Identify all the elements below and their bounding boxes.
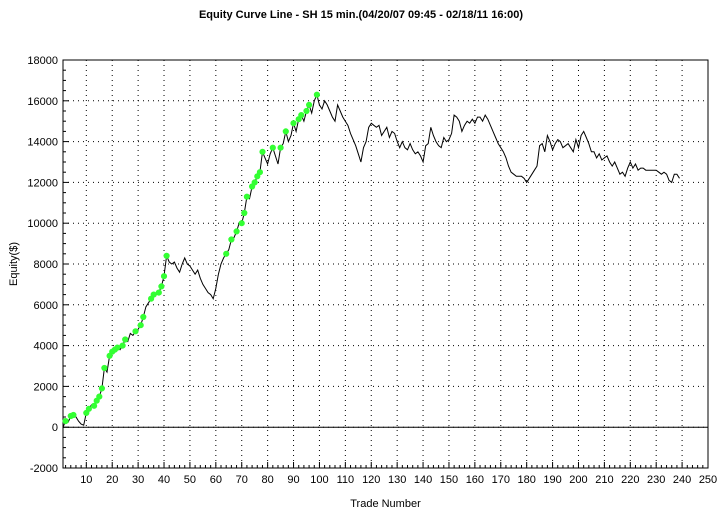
y-tick-label: 6000 bbox=[34, 300, 58, 312]
new-high-marker bbox=[114, 344, 121, 351]
x-tick-label: 220 bbox=[621, 474, 639, 486]
x-tick-label: 110 bbox=[337, 474, 355, 486]
y-axis-label: Equity($) bbox=[8, 242, 20, 286]
new-high-marker bbox=[98, 385, 106, 392]
x-tick-label: 30 bbox=[132, 474, 144, 486]
y-tick-label: 4000 bbox=[34, 341, 58, 353]
new-high-marker bbox=[62, 418, 69, 425]
y-tick-label: 10000 bbox=[27, 218, 58, 230]
new-high-marker bbox=[223, 250, 230, 257]
new-high-marker bbox=[233, 228, 240, 235]
new-high-marker bbox=[269, 144, 276, 151]
new-high-marker bbox=[96, 393, 103, 400]
new-high-marker bbox=[91, 402, 98, 409]
x-tick-label: 250 bbox=[699, 474, 717, 486]
new-high-markers bbox=[62, 91, 320, 425]
new-high-marker bbox=[140, 313, 147, 321]
x-axis-label: Trade Number bbox=[350, 498, 421, 510]
x-tick-label: 70 bbox=[236, 474, 248, 486]
x-tick-label: 80 bbox=[262, 474, 274, 486]
new-high-marker bbox=[306, 101, 313, 109]
y-tick-label: 2000 bbox=[34, 381, 58, 393]
new-high-marker bbox=[251, 179, 258, 186]
new-high-marker bbox=[256, 169, 263, 176]
y-tick-label: 16000 bbox=[27, 96, 58, 108]
x-tick-label: 50 bbox=[184, 474, 196, 486]
new-high-marker bbox=[243, 193, 250, 200]
chart-title: Equity Curve Line - SH 15 min.(04/20/07 … bbox=[198, 9, 524, 21]
x-tick-label: 130 bbox=[388, 474, 406, 486]
y-tick-label: 0 bbox=[52, 422, 58, 434]
new-high-marker bbox=[70, 411, 77, 419]
x-tick-label: 150 bbox=[440, 474, 458, 486]
new-high-marker bbox=[160, 273, 168, 280]
new-high-marker bbox=[303, 107, 310, 115]
new-high-marker bbox=[150, 291, 157, 298]
new-high-marker bbox=[298, 112, 305, 119]
x-tick-label: 40 bbox=[158, 474, 170, 486]
new-high-marker bbox=[259, 148, 266, 155]
new-high-marker bbox=[158, 283, 165, 290]
plot-frame bbox=[62, 59, 709, 469]
new-high-marker bbox=[101, 364, 108, 372]
x-tick-label: 190 bbox=[543, 474, 561, 486]
new-high-marker bbox=[277, 144, 284, 151]
x-tick-label: 90 bbox=[287, 474, 299, 486]
x-tick-label: 240 bbox=[673, 474, 691, 486]
new-high-marker bbox=[238, 220, 245, 227]
x-tick-label: 60 bbox=[210, 474, 222, 486]
x-tick-label: 20 bbox=[106, 474, 118, 486]
x-tick-label: 10 bbox=[80, 474, 92, 486]
x-tick-label: 120 bbox=[362, 474, 380, 486]
x-tick-label: 100 bbox=[310, 474, 328, 486]
x-tick-label: 210 bbox=[595, 474, 613, 486]
new-high-marker bbox=[290, 120, 297, 127]
x-tick-label: 200 bbox=[569, 474, 587, 486]
new-high-marker bbox=[137, 322, 144, 329]
x-tick-label: 170 bbox=[492, 474, 510, 486]
new-high-marker bbox=[132, 328, 139, 335]
new-high-marker bbox=[282, 128, 289, 135]
new-high-marker bbox=[228, 236, 235, 243]
new-high-marker bbox=[313, 91, 320, 98]
y-tick-label: 12000 bbox=[27, 177, 58, 189]
new-high-marker bbox=[155, 289, 162, 296]
axis-ticks: 10 20 30 40 50 60 70 80 90 100 110 120 130 140 150 160 1… bbox=[27, 55, 717, 486]
y-tick-label: -2000 bbox=[30, 463, 58, 475]
x-tick-label: 160 bbox=[466, 474, 484, 486]
equity-curve-line bbox=[62, 93, 680, 428]
new-high-marker bbox=[85, 405, 93, 412]
grid-lines bbox=[63, 60, 708, 468]
new-high-marker bbox=[163, 252, 170, 259]
y-tick-label: 18000 bbox=[27, 55, 58, 67]
y-tick-label: 14000 bbox=[27, 137, 58, 149]
x-tick-label: 140 bbox=[414, 474, 432, 486]
x-tick-label: 230 bbox=[647, 474, 665, 486]
new-high-marker bbox=[122, 336, 129, 343]
y-tick-label: 8000 bbox=[34, 259, 58, 271]
x-tick-label: 180 bbox=[517, 474, 535, 486]
new-high-marker bbox=[119, 342, 126, 349]
new-high-marker bbox=[241, 209, 248, 217]
